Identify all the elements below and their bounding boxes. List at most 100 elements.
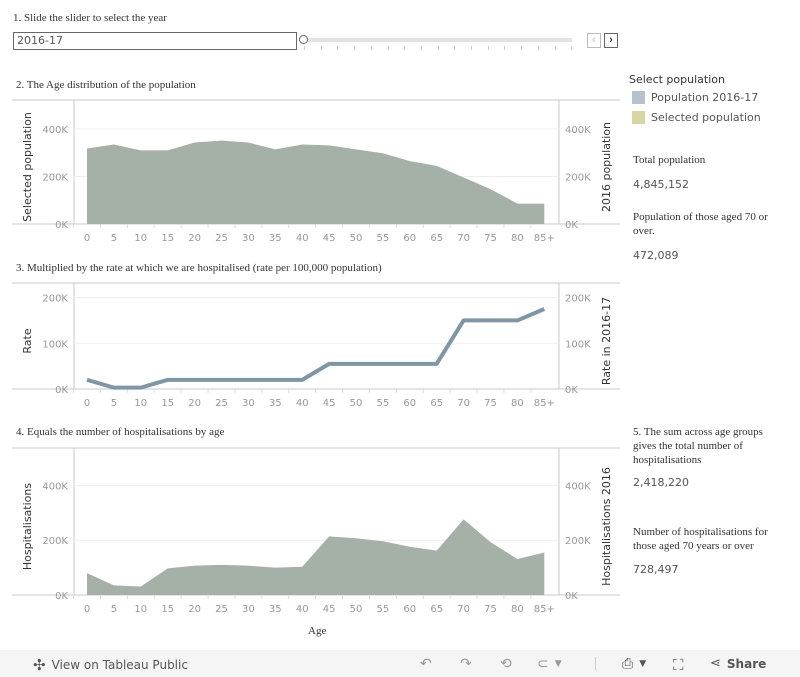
revert-button[interactable]: ⟲ [500,656,512,672]
undo-button[interactable]: ↶ [420,656,432,672]
redo-button[interactable]: ↷ [460,656,472,672]
x-tick-label: 10 [134,398,147,409]
x-tick-label: 5 [111,604,117,615]
x-tick-label: 30 [242,398,255,409]
chart-hospitalisations-title: 4. Equals the number of hospitalisations… [16,426,225,438]
slider-tick [354,46,356,50]
chevron-down-icon: ▼ [639,659,647,669]
footer-toolbar [0,650,800,677]
hosp70-value: 728,497 [633,563,679,576]
x-tick-label: 85+ [534,398,555,409]
y-tick-label-right: 0K [565,385,578,396]
x-tick-label: 70 [457,233,470,244]
x-tick-label: 70 [457,604,470,615]
pop70-label: Population of those aged 70 or over. [633,211,768,237]
y-axis-title-right: 2016 population [600,122,613,212]
slider-title: 1. Slide the slider to select the year [13,12,167,24]
x-tick-label: 20 [188,604,201,615]
slider-tick [571,46,573,50]
x-tick-label: 45 [323,604,336,615]
area-series [87,140,545,224]
slider-tick [437,46,439,50]
x-tick-label: 80 [511,233,524,244]
slider-tick [337,46,339,50]
x-tick-label: 5 [111,233,117,244]
x-tick-label: 60 [403,398,416,409]
share-button[interactable]: ⋖ Share [710,656,766,671]
revert-icon: ⟲ [500,656,512,672]
x-tick-label: 65 [430,398,443,409]
y-tick-label-right: 200K [565,173,591,184]
total-population-value: 4,845,152 [633,178,689,191]
x-tick-label: 45 [323,233,336,244]
y-tick-label-right: 100K [565,339,591,350]
redo-icon: ↷ [460,656,472,672]
year-slider-handle[interactable] [299,35,308,44]
y-tick-label-right: 200K [565,536,591,547]
x-tick-label: 65 [430,233,443,244]
slider-tick [521,46,523,50]
x-tick-label: 80 [511,604,524,615]
slider-tick [537,46,539,50]
y-tick-label: 100K [42,339,68,350]
hosp-total-value: 2,418,220 [633,476,689,489]
area-series [87,519,545,595]
x-axis-label-age: Age [308,625,327,637]
x-tick-label: 10 [134,233,147,244]
year-slider-track[interactable] [304,38,572,42]
y-tick-label: 0K [55,591,68,602]
y-tick-label-right: 400K [565,125,591,136]
x-tick-label: 15 [161,233,174,244]
chevron-right-icon: › [609,34,613,46]
download-button[interactable]: ⎙ ▼ [622,656,646,672]
slider-tick [487,46,489,50]
x-tick-label: 35 [269,604,282,615]
y-tick-label: 200K [42,173,68,184]
x-tick-label: 0 [84,398,90,409]
y-tick-label-right: 400K [565,481,591,492]
x-tick-label: 80 [511,398,524,409]
x-tick-label: 55 [377,398,390,409]
x-tick-label: 85+ [534,233,555,244]
total-population-label: Total population [633,154,706,166]
x-tick-label: 55 [377,233,390,244]
year-input[interactable]: 2016-17 [13,32,297,50]
y-tick-label: 0K [55,385,68,396]
chart-population-title: 2. The Age distribution of the populatio… [16,79,196,91]
x-tick-label: 25 [215,233,228,244]
view-on-tableau-link[interactable]: ✣ View on Tableau Public [33,656,188,674]
fullscreen-button[interactable]: ⛶ [673,656,684,674]
y-axis-title-right: Rate in 2016-17 [600,297,613,385]
next-year-button[interactable]: › [604,33,618,48]
x-tick-label: 65 [430,604,443,615]
legend-item-selected[interactable]: Selected population [632,111,761,124]
x-tick-label: 55 [377,604,390,615]
slider-tick [320,46,322,50]
hosp-total-label: 5. The sum across age groups gives the t… [633,426,763,466]
x-tick-label: 0 [84,604,90,615]
y-tick-label: 400K [42,481,68,492]
x-tick-label: 20 [188,398,201,409]
slider-tick [387,46,389,50]
chart-rate-title: 3. Multiplied by the rate at which we ar… [16,262,382,274]
y-axis-title: Rate [21,328,34,353]
rate-chart: 0K 0K 100K 100K 200K 200K Rate Rate in 2016-17 0… [12,282,620,409]
x-tick-label: 50 [350,604,363,615]
x-tick-label: 10 [134,604,147,615]
slider-tick [404,46,406,50]
y-tick-label-right: 0K [565,220,578,231]
y-axis-title-right: Hospitalisations 2016 [600,467,613,586]
legend-label: Population 2016-17 [651,91,759,104]
slider-tick [471,46,472,50]
legend-item-population[interactable]: Population 2016-17 [632,91,758,104]
x-tick-label: 60 [403,233,416,244]
y-axis-title: Hospitalisations [21,483,34,570]
prev-year-button[interactable]: ‹ [587,33,601,48]
y-axis-title: Selected population [21,112,34,222]
chevron-left-icon: ‹ [592,34,596,46]
x-tick-label: 25 [215,604,228,615]
x-tick-label: 75 [484,233,497,244]
slider-tick [454,46,456,50]
x-tick-label: 30 [242,604,255,615]
refresh-button[interactable]: ⊂ ▼ [537,656,562,672]
